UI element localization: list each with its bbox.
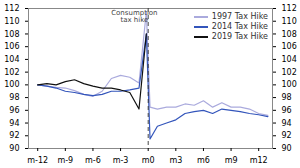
svg-text:104: 104 bbox=[282, 55, 297, 64]
svg-text:m3: m3 bbox=[169, 156, 182, 165]
svg-text:96: 96 bbox=[282, 106, 292, 115]
svg-text:94: 94 bbox=[9, 119, 19, 128]
html-text:1997 Tax Hike: 1997 Tax Hike bbox=[211, 12, 268, 21]
svg-text:110: 110 bbox=[4, 17, 19, 26]
svg-text:m-3: m-3 bbox=[113, 156, 129, 165]
svg-text:106: 106 bbox=[4, 42, 19, 51]
svg-text:90: 90 bbox=[282, 144, 292, 153]
svg-text:92: 92 bbox=[9, 131, 19, 140]
svg-text:m9: m9 bbox=[225, 156, 238, 165]
svg-text:100: 100 bbox=[282, 80, 297, 89]
svg-text:m-12: m-12 bbox=[27, 156, 48, 165]
svg-text:m6: m6 bbox=[197, 156, 210, 165]
svg-text:94: 94 bbox=[282, 119, 292, 128]
svg-text:108: 108 bbox=[282, 30, 297, 39]
svg-text:96: 96 bbox=[9, 106, 19, 115]
svg-text:102: 102 bbox=[282, 68, 297, 77]
svg-text:98: 98 bbox=[9, 93, 19, 102]
html-text:2014 Tax Hike: 2014 Tax Hike bbox=[211, 22, 268, 31]
svg-text:90: 90 bbox=[9, 144, 19, 153]
svg-text:m-9: m-9 bbox=[57, 156, 73, 165]
svg-text:112: 112 bbox=[4, 4, 19, 13]
svg-text:106: 106 bbox=[282, 42, 297, 51]
svg-text:102: 102 bbox=[4, 68, 19, 77]
svg-text:98: 98 bbox=[282, 93, 292, 102]
svg-text:100: 100 bbox=[4, 80, 19, 89]
svg-text:m0: m0 bbox=[142, 156, 155, 165]
svg-text:110: 110 bbox=[282, 17, 297, 26]
svg-text:112: 112 bbox=[282, 4, 297, 13]
svg-text:m12: m12 bbox=[250, 156, 268, 165]
svg-text:104: 104 bbox=[4, 55, 19, 64]
svg-text:m-6: m-6 bbox=[85, 156, 101, 165]
svg-text:92: 92 bbox=[282, 131, 292, 140]
html-text:2019 Tax Hike: 2019 Tax Hike bbox=[211, 32, 268, 41]
svg-text:108: 108 bbox=[4, 30, 19, 39]
svg-text:Consumptiontax hike: Consumptiontax hike bbox=[111, 9, 157, 24]
